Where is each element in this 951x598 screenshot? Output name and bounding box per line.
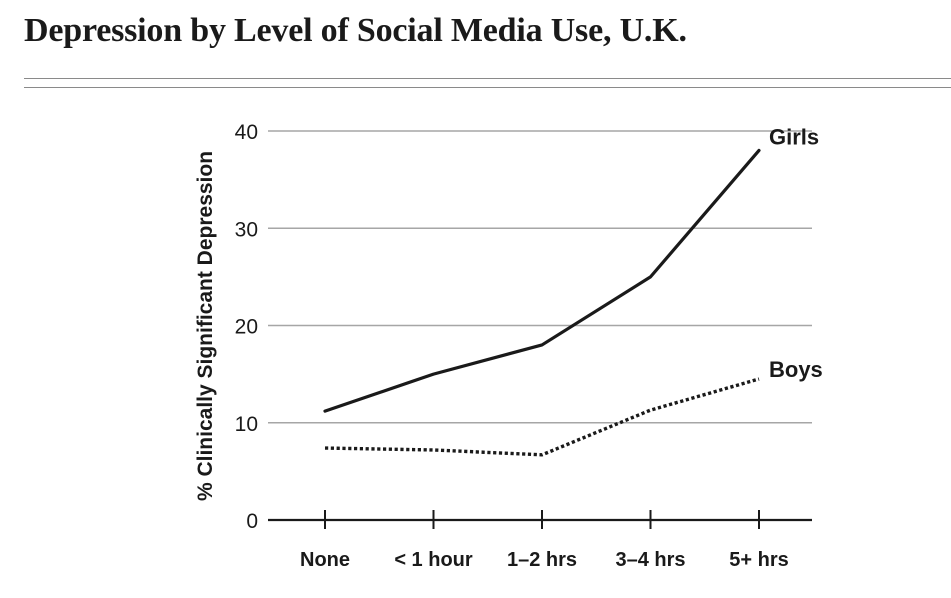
y-tick-label: 20 <box>235 316 258 339</box>
title-rule-bottom <box>24 87 951 88</box>
y-tick-label: 30 <box>235 218 258 241</box>
x-axis <box>268 510 812 529</box>
y-tick-label: 40 <box>235 121 258 144</box>
series-label-boys: Boys <box>769 357 823 382</box>
y-axis-label: % Clinically Significant Depression <box>194 151 217 501</box>
gridlines <box>268 130 812 424</box>
x-tick-labels: None < 1 hour 1–2 hrs 3–4 hrs 5+ hrs <box>300 549 789 571</box>
series-label-girls: Girls <box>769 124 819 149</box>
y-tick-label: 10 <box>235 413 258 436</box>
x-tick-label: 1–2 hrs <box>507 549 577 571</box>
series-labels: Girls Boys <box>769 124 823 382</box>
y-tick-label: 0 <box>246 510 258 533</box>
title-rule-top <box>24 78 951 79</box>
x-tick-label: 3–4 hrs <box>615 549 685 571</box>
series-line-girls <box>323 148 761 413</box>
x-tick-label: 5+ hrs <box>729 549 788 571</box>
series-lines <box>323 148 761 457</box>
x-tick-label: < 1 hour <box>394 549 473 571</box>
chart-title: Depression by Level of Social Media Use,… <box>24 12 687 49</box>
x-tick-label: None <box>300 549 350 571</box>
series-line-boys <box>324 377 760 457</box>
y-tick-labels: 0 10 20 30 40 <box>235 121 258 533</box>
